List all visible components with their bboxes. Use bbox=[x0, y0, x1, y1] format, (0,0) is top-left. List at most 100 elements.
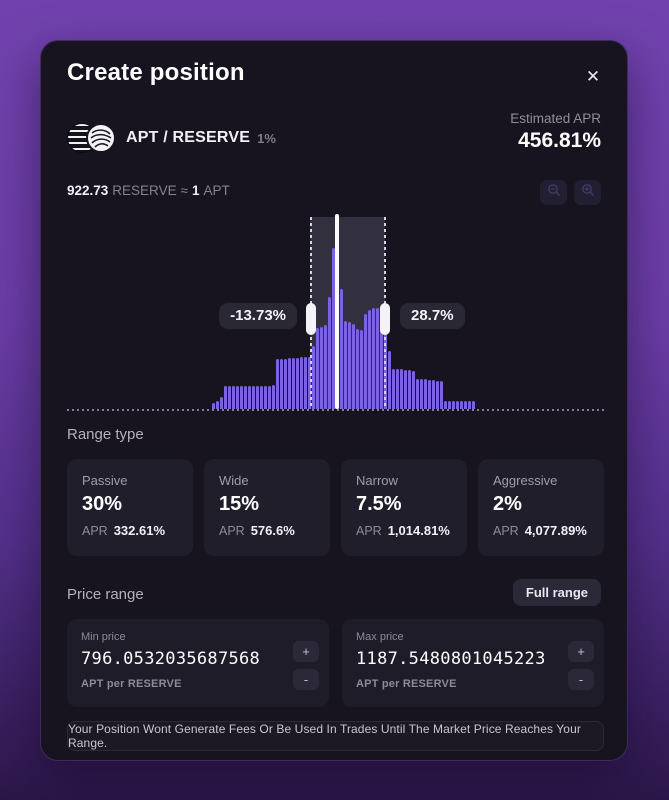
liquidity-bar bbox=[464, 401, 467, 409]
liquidity-bar bbox=[436, 381, 439, 409]
liquidity-bar bbox=[300, 357, 303, 409]
range-max-percent-label: 28.7% bbox=[400, 303, 465, 329]
liquidity-bar bbox=[280, 359, 283, 409]
liquidity-bar bbox=[284, 359, 287, 409]
liquidity-bar bbox=[304, 357, 307, 409]
liquidity-bar bbox=[308, 357, 311, 409]
liquidity-bar bbox=[440, 381, 443, 409]
estimated-apr-label: Estimated APR bbox=[510, 111, 601, 126]
approx-symbol: ≈ bbox=[180, 183, 188, 198]
liquidity-bar bbox=[368, 310, 371, 409]
liquidity-bar bbox=[328, 297, 331, 409]
range-max-handle[interactable] bbox=[380, 303, 390, 335]
range-min-percent-label: -13.73% bbox=[219, 303, 297, 329]
liquidity-bar bbox=[228, 386, 231, 409]
liquidity-bar bbox=[448, 401, 451, 409]
liquidity-bar bbox=[212, 403, 215, 409]
current-rate: 922.73 RESERVE ≈ 1 APT bbox=[67, 183, 230, 198]
liquidity-bar bbox=[264, 386, 267, 409]
minus-icon: - bbox=[303, 672, 309, 687]
liquidity-chart: -13.73% 28.7% bbox=[67, 214, 604, 411]
liquidity-bar bbox=[244, 386, 247, 409]
max-price-increment-button[interactable]: + bbox=[568, 641, 594, 662]
liquidity-bar bbox=[224, 386, 227, 409]
max-price-input[interactable]: 1187.5480801045223 bbox=[356, 649, 546, 669]
liquidity-bar bbox=[388, 351, 391, 409]
liquidity-bar bbox=[272, 385, 275, 409]
current-price-line bbox=[335, 214, 339, 409]
range-option-percent: 15% bbox=[219, 493, 260, 515]
range-option-label: Narrow bbox=[356, 473, 398, 488]
liquidity-bars bbox=[212, 217, 476, 409]
range-type-heading: Range type bbox=[67, 426, 144, 443]
liquidity-bar bbox=[424, 379, 427, 409]
liquidity-bar bbox=[268, 386, 271, 409]
liquidity-bar bbox=[412, 371, 415, 409]
liquidity-bar bbox=[232, 386, 235, 409]
liquidity-bar bbox=[252, 386, 255, 409]
liquidity-bar bbox=[372, 308, 375, 409]
min-price-unit: APT per RESERVE bbox=[81, 678, 182, 690]
range-option-passive[interactable]: Passive 30% APR 332.61% bbox=[67, 459, 193, 556]
full-range-button[interactable]: Full range bbox=[512, 579, 601, 606]
range-option-percent: 30% bbox=[82, 493, 123, 515]
liquidity-bar bbox=[340, 289, 343, 409]
range-option-percent: 2% bbox=[493, 493, 522, 515]
close-button[interactable]: ✕ bbox=[579, 63, 607, 91]
liquidity-bar bbox=[348, 322, 351, 409]
range-option-apr-label: APR bbox=[219, 524, 245, 538]
min-price-decrement-button[interactable]: - bbox=[293, 669, 319, 690]
liquidity-bar bbox=[292, 358, 295, 409]
estimated-apr-block: Estimated APR 456.81% bbox=[510, 111, 601, 153]
range-option-percent: 7.5% bbox=[356, 493, 402, 515]
liquidity-bar bbox=[288, 358, 291, 409]
range-option-label: Aggressive bbox=[493, 473, 558, 488]
liquidity-bar bbox=[216, 401, 219, 409]
liquidity-bar bbox=[468, 401, 471, 409]
liquidity-bar bbox=[320, 327, 323, 409]
liquidity-bar bbox=[236, 386, 239, 409]
plus-icon: + bbox=[302, 644, 310, 659]
liquidity-bar bbox=[256, 386, 259, 409]
price-range-heading: Price range bbox=[67, 586, 144, 603]
range-option-wide[interactable]: Wide 15% APR 576.6% bbox=[204, 459, 330, 556]
min-price-label: Min price bbox=[81, 631, 126, 643]
rate-amount: 922.73 bbox=[67, 183, 109, 198]
min-price-input[interactable]: 796.0532035687568 bbox=[81, 649, 261, 669]
liquidity-bar bbox=[404, 370, 407, 409]
liquidity-bar bbox=[444, 401, 447, 409]
liquidity-bar bbox=[332, 248, 335, 409]
liquidity-bar bbox=[356, 329, 359, 409]
range-option-narrow[interactable]: Narrow 7.5% APR 1,014.81% bbox=[341, 459, 467, 556]
liquidity-bar bbox=[344, 321, 347, 409]
range-option-apr-label: APR bbox=[493, 524, 519, 538]
liquidity-bar bbox=[420, 379, 423, 409]
estimated-apr-value: 456.81% bbox=[518, 129, 601, 152]
range-option-aggressive[interactable]: Aggressive 2% APR 4,077.89% bbox=[478, 459, 604, 556]
zoom-in-icon bbox=[581, 183, 595, 202]
price-inputs: Min price 796.0532035687568 APT per RESE… bbox=[67, 619, 604, 707]
zoom-in-button[interactable] bbox=[574, 180, 601, 205]
liquidity-bar bbox=[220, 397, 223, 409]
range-option-label: Wide bbox=[219, 473, 249, 488]
min-price-increment-button[interactable]: + bbox=[293, 641, 319, 662]
max-price-decrement-button[interactable]: - bbox=[568, 669, 594, 690]
liquidity-bar bbox=[380, 307, 383, 409]
range-option-label: Passive bbox=[82, 473, 128, 488]
range-min-handle[interactable] bbox=[306, 303, 316, 335]
liquidity-bar bbox=[452, 401, 455, 409]
liquidity-bar bbox=[472, 401, 475, 409]
chart-baseline bbox=[67, 409, 604, 411]
zoom-out-button[interactable] bbox=[540, 180, 567, 205]
max-price-card: Max price 1187.5480801045223 APT per RES… bbox=[342, 619, 604, 707]
pair-name: APT / RESERVE bbox=[126, 129, 251, 146]
liquidity-bar bbox=[260, 386, 263, 409]
pool-header: APT / RESERVE 1% bbox=[67, 123, 276, 153]
liquidity-bar bbox=[316, 328, 319, 409]
liquidity-bar bbox=[296, 358, 299, 409]
reserve-token-icon bbox=[86, 123, 116, 153]
range-option-apr-label: APR bbox=[356, 524, 382, 538]
liquidity-bar bbox=[364, 314, 367, 409]
rate-one: 1 bbox=[192, 183, 200, 198]
out-of-range-notice: Your Position Wont Generate Fees Or Be U… bbox=[67, 721, 604, 751]
